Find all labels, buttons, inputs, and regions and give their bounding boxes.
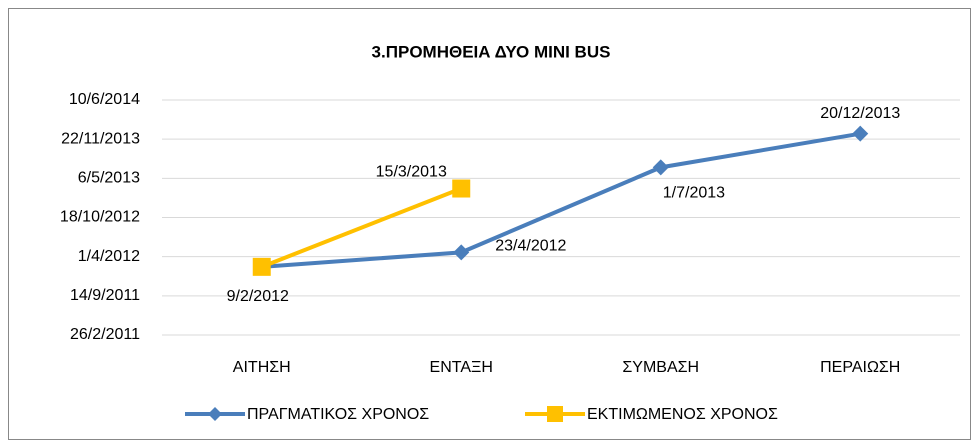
series-line (261, 131, 861, 269)
y-tick-label: 26/2/2011 (70, 326, 140, 343)
data-label: 1/7/2013 (663, 185, 725, 202)
marker (252, 257, 271, 276)
chart-border (8, 8, 971, 440)
y-tick-label: 18/10/2012 (60, 209, 140, 226)
legend-label: ΕΚΤΙΜΩΜΕΝΟΣ ΧΡΟΝΟΣ (587, 406, 778, 423)
legend-label: ΠΡΑΓΜΑΤΙΚΟΣ ΧΡΟΝΟΣ (247, 406, 429, 423)
y-tick-label: 10/6/2014 (69, 91, 140, 108)
legend-marker (547, 406, 563, 422)
x-tick-label: ΠΕΡΑΙΩΣΗ (820, 359, 900, 376)
data-label: 9/2/2012 (227, 288, 289, 305)
data-label: 20/12/2013 (820, 105, 900, 122)
x-tick-label: ΕΝΤΑΞΗ (430, 359, 493, 376)
x-tick-label: ΣΥΜΒΑΣΗ (622, 359, 699, 376)
chart-title: 3.ΠΡΟΜΗΘΕΙΑ ΔΥΟ MINI BUS (372, 42, 611, 61)
y-tick-label: 1/4/2012 (78, 248, 140, 265)
marker (852, 125, 869, 142)
y-tick-label: 6/5/2013 (78, 170, 140, 187)
y-tick-label: 14/9/2011 (70, 287, 140, 304)
marker (452, 179, 471, 198)
series-line (261, 186, 462, 269)
data-label: 15/3/2013 (376, 164, 447, 181)
marker (652, 159, 669, 176)
marker (453, 244, 470, 261)
x-tick-label: ΑΙΤΗΣΗ (233, 359, 291, 376)
y-tick-label: 22/11/2013 (61, 130, 140, 147)
data-label: 23/4/2012 (495, 238, 566, 255)
legend-marker (208, 407, 222, 421)
